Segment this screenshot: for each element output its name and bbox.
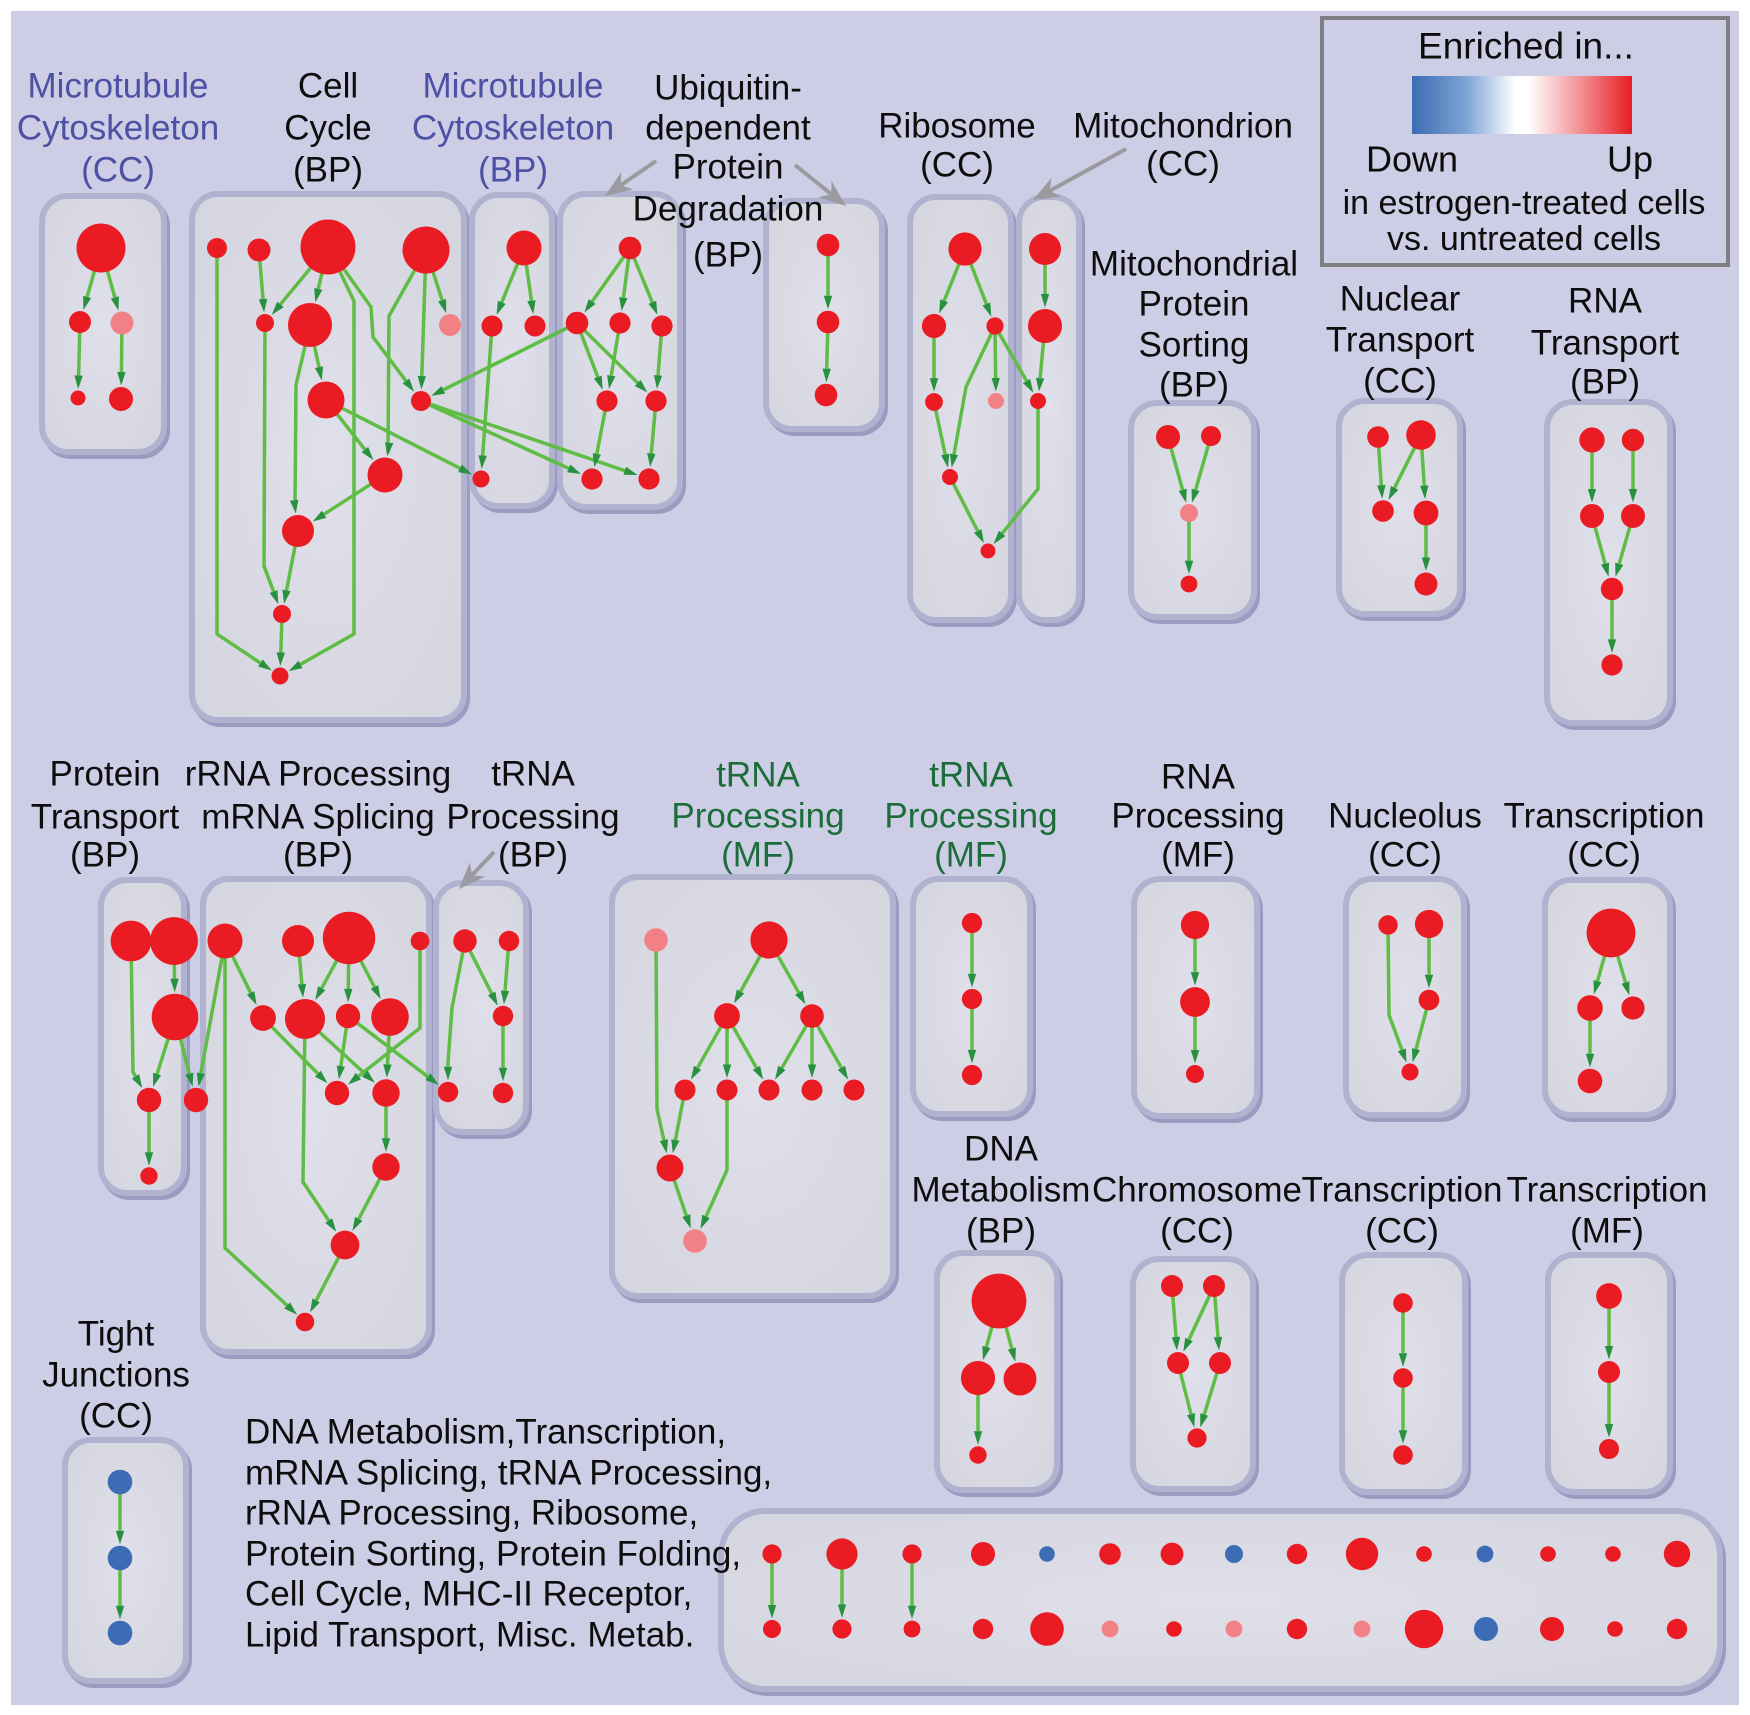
svg-text:Lipid Transport, Misc. Metab.: Lipid Transport, Misc. Metab. (245, 1616, 694, 1655)
svg-text:Cytoskeleton: Cytoskeleton (17, 109, 219, 148)
svg-text:Cytoskeleton: Cytoskeleton (412, 109, 614, 148)
svg-text:(CC): (CC) (920, 146, 994, 185)
svg-text:Metabolism: Metabolism (912, 1171, 1091, 1210)
svg-text:(MF): (MF) (1570, 1212, 1644, 1251)
svg-text:(BP): (BP) (478, 151, 548, 190)
svg-text:tRNA: tRNA (716, 756, 800, 795)
svg-text:Cell: Cell (298, 67, 358, 106)
svg-text:Transport: Transport (1326, 321, 1475, 360)
svg-text:(BP): (BP) (283, 836, 353, 875)
svg-text:(BP): (BP) (498, 836, 568, 875)
svg-text:(MF): (MF) (934, 836, 1008, 875)
svg-text:DNA: DNA (964, 1130, 1039, 1169)
svg-text:Microtubule: Microtubule (423, 67, 604, 106)
svg-text:Nuclear: Nuclear (1340, 280, 1461, 319)
svg-text:Cell Cycle, MHC-II Receptor,: Cell Cycle, MHC-II Receptor, (245, 1575, 692, 1614)
svg-text:rRNA Processing: rRNA Processing (185, 755, 451, 794)
svg-text:Ubiquitin-: Ubiquitin- (654, 69, 802, 108)
svg-text:(MF): (MF) (1161, 836, 1235, 875)
svg-text:Processing: Processing (446, 798, 619, 837)
svg-text:(BP): (BP) (293, 151, 363, 190)
svg-text:Chromosome: Chromosome (1092, 1171, 1302, 1210)
svg-text:(BP): (BP) (70, 836, 140, 875)
svg-text:in estrogen-treated cells: in estrogen-treated cells (1343, 184, 1706, 222)
svg-text:Nucleolus: Nucleolus (1328, 797, 1482, 836)
svg-text:Mitochondrial: Mitochondrial (1090, 245, 1298, 284)
svg-text:Processing: Processing (884, 797, 1057, 836)
svg-text:tRNA: tRNA (929, 756, 1013, 795)
svg-text:(BP): (BP) (1570, 363, 1640, 402)
svg-text:Microtubule: Microtubule (28, 67, 209, 106)
svg-text:(CC): (CC) (1160, 1212, 1234, 1251)
svg-text:Transport: Transport (31, 798, 180, 837)
svg-text:(CC): (CC) (1365, 1212, 1439, 1251)
svg-text:(CC): (CC) (1368, 836, 1442, 875)
svg-text:Transcription: Transcription (1507, 1171, 1708, 1210)
svg-text:(MF): (MF) (721, 836, 795, 875)
svg-text:Transport: Transport (1531, 324, 1680, 363)
svg-text:mRNA Splicing, tRNA Processing: mRNA Splicing, tRNA Processing, (245, 1454, 772, 1493)
svg-text:Tight: Tight (78, 1315, 155, 1354)
svg-text:Sorting: Sorting (1139, 326, 1250, 365)
svg-text:Enriched in...: Enriched in... (1418, 26, 1634, 67)
svg-text:vs. untreated cells: vs. untreated cells (1387, 220, 1661, 258)
svg-text:RNA: RNA (1568, 282, 1643, 321)
svg-text:Processing: Processing (671, 797, 844, 836)
svg-text:Degradation: Degradation (633, 190, 824, 229)
svg-text:(CC): (CC) (81, 151, 155, 190)
svg-text:Protein Sorting, Protein Foldi: Protein Sorting, Protein Folding, (245, 1535, 741, 1574)
svg-text:Protein: Protein (1139, 285, 1250, 324)
svg-text:Junctions: Junctions (42, 1356, 190, 1395)
svg-text:Protein: Protein (673, 148, 784, 187)
svg-text:dependent: dependent (645, 109, 811, 148)
svg-text:Processing: Processing (1111, 797, 1284, 836)
svg-text:(CC): (CC) (1146, 145, 1220, 184)
svg-text:mRNA Splicing: mRNA Splicing (201, 798, 434, 837)
svg-text:Transcription: Transcription (1504, 797, 1705, 836)
svg-text:Ribosome: Ribosome (878, 107, 1036, 146)
svg-text:rRNA Processing, Ribosome,: rRNA Processing, Ribosome, (245, 1494, 698, 1533)
svg-text:Protein: Protein (50, 755, 161, 794)
svg-text:tRNA: tRNA (491, 755, 575, 794)
svg-text:RNA: RNA (1161, 758, 1236, 797)
svg-text:(BP): (BP) (966, 1212, 1036, 1251)
svg-text:Mitochondrion: Mitochondrion (1073, 107, 1293, 146)
svg-text:(BP): (BP) (693, 236, 763, 275)
svg-text:(CC): (CC) (79, 1397, 153, 1436)
svg-text:Transcription: Transcription (1302, 1171, 1503, 1210)
svg-text:DNA Metabolism,Transcription,: DNA Metabolism,Transcription, (245, 1413, 726, 1452)
svg-text:Cycle: Cycle (284, 109, 372, 148)
svg-text:Up: Up (1607, 139, 1653, 180)
svg-text:(CC): (CC) (1363, 362, 1437, 401)
svg-text:Down: Down (1366, 139, 1458, 180)
svg-text:(CC): (CC) (1567, 836, 1641, 875)
svg-text:(BP): (BP) (1159, 366, 1229, 405)
